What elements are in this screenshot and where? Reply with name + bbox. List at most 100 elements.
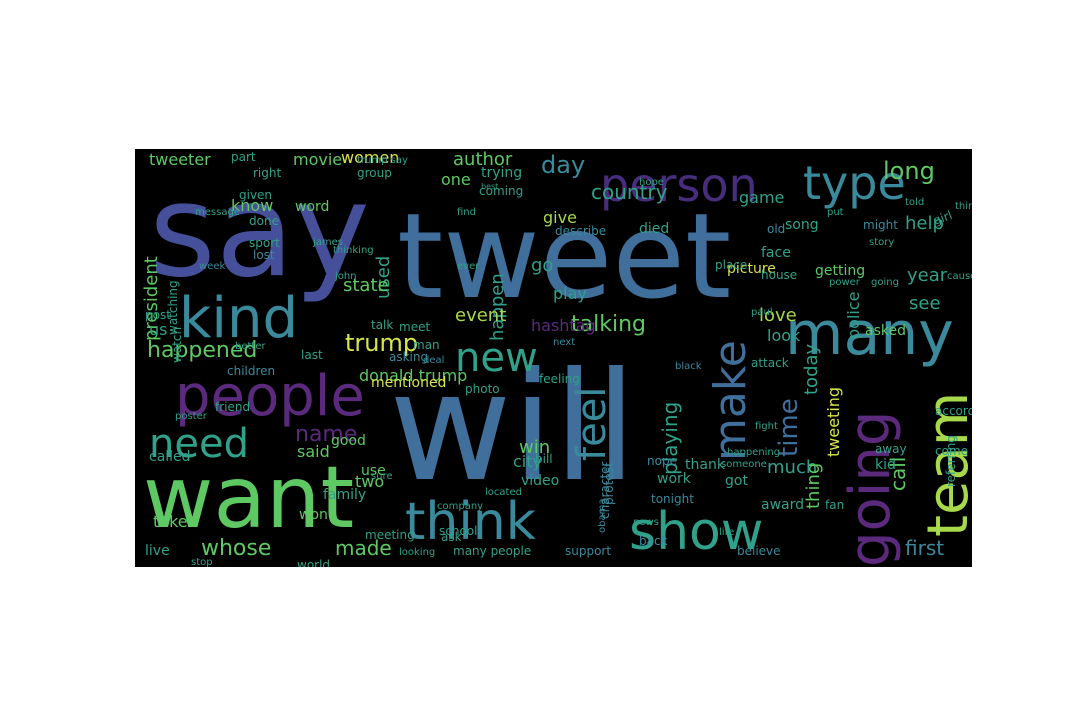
cloud-word: part: [231, 150, 256, 164]
cloud-word: company: [437, 501, 483, 512]
cloud-word: feeling: [539, 372, 580, 386]
cloud-word: type: [803, 156, 906, 210]
cloud-word: called: [149, 449, 191, 465]
cloud-word: black: [675, 361, 702, 372]
cloud-word: team: [916, 392, 972, 537]
cloud-word: use: [361, 463, 386, 479]
cloud-word: going: [871, 277, 899, 288]
cloud-word: attack: [751, 356, 789, 370]
cloud-word: james: [312, 237, 343, 248]
cloud-word: next: [553, 337, 575, 348]
cloud-word: believe: [737, 544, 781, 558]
cloud-word: tweeter: [149, 150, 211, 169]
cloud-word: will: [389, 341, 637, 515]
cloud-word: watch: [170, 327, 184, 363]
cloud-word: love: [759, 305, 797, 326]
cloud-word: word: [295, 199, 329, 215]
cloud-word: right: [253, 166, 281, 180]
cloud-word: come: [935, 444, 968, 458]
cloud-word: president: [141, 256, 162, 341]
cloud-word: one: [441, 170, 471, 189]
cloud-word: picture: [727, 261, 776, 277]
cloud-word: support: [565, 544, 611, 558]
cloud-word: go: [531, 255, 553, 276]
cloud-word: deal: [423, 355, 444, 366]
cloud-word: time: [774, 398, 804, 457]
cloud-background: [135, 149, 972, 567]
cloud-word: whose: [201, 536, 271, 561]
cloud-word: happened: [147, 338, 257, 363]
cloud-word: happen: [487, 273, 508, 341]
cloud-word: person: [600, 158, 758, 212]
cloud-word: lost: [253, 248, 275, 262]
cloud-word: meeting: [365, 528, 415, 542]
cloud-word: name: [295, 422, 357, 447]
cloud-word: happening: [727, 447, 780, 458]
word-cloud: say tweet will want people kind person type many…: [135, 149, 972, 567]
cloud-word: year: [907, 265, 948, 286]
cloud-word: ever: [457, 261, 480, 272]
cloud-word: think: [405, 492, 536, 552]
cloud-word: playing: [658, 402, 682, 475]
cloud-word: might: [863, 218, 898, 232]
cloud-word: asking: [389, 350, 428, 364]
cloud-word: girl: [931, 208, 954, 228]
cloud-word: mentioned: [371, 375, 446, 391]
cloud-word: protest: [602, 462, 616, 505]
cloud-word: live: [145, 543, 170, 559]
cloud-word: old: [767, 222, 785, 236]
cloud-word: poster: [175, 411, 208, 422]
cloud-word: made: [335, 536, 392, 560]
cloud-word: best: [481, 182, 498, 191]
cloud-word: post: [145, 308, 171, 322]
cloud-word: talking: [571, 312, 646, 337]
cloud-word: make: [705, 340, 756, 461]
cloud-word: event: [455, 305, 506, 326]
cloud-word: last: [301, 348, 323, 362]
cloud-word: fight: [755, 421, 778, 432]
cloud-word: talk: [371, 318, 393, 332]
cloud-word: kid: [875, 457, 896, 473]
cloud-word: john: [334, 271, 357, 282]
cloud-word: police: [844, 292, 863, 339]
cloud-word: give: [543, 208, 577, 227]
cloud-word: watching: [166, 280, 180, 335]
cloud-word: friend: [215, 400, 250, 414]
cloud-word: house: [761, 268, 797, 282]
cloud-word: state: [343, 275, 389, 296]
cloud-word: donald trump: [359, 366, 467, 385]
cloud-word: game: [739, 188, 784, 207]
cloud-word: much: [767, 457, 817, 478]
cloud-word: many people: [453, 544, 531, 558]
cloud-word: many: [785, 299, 954, 369]
cloud-word: according: [935, 404, 972, 418]
cloud-word: away: [875, 442, 907, 456]
cloud-word: week: [199, 261, 225, 272]
cloud-word: nope: [647, 454, 677, 468]
cloud-word: play: [553, 284, 587, 303]
cloud-word: place: [715, 258, 747, 272]
cloud-word: looking: [399, 547, 435, 558]
cloud-word: author: [453, 149, 513, 170]
cloud-word: award: [761, 497, 804, 513]
cloud-word: trying: [481, 165, 522, 181]
cloud-word: meet: [399, 320, 430, 334]
cloud-word: school: [439, 524, 477, 538]
cloud-word: thinking: [333, 245, 374, 256]
cloud-word: us: [149, 320, 167, 339]
cloud-word: face: [761, 245, 791, 261]
cloud-word: find: [457, 207, 476, 218]
cloud-word: day: [541, 151, 585, 179]
cloud-word: located: [485, 487, 522, 498]
cloud-word: say: [149, 157, 370, 306]
cloud-word: today: [801, 343, 822, 395]
cloud-word: story: [869, 237, 894, 248]
cloud-word: look: [767, 326, 801, 345]
cloud-word: put: [827, 207, 844, 218]
cloud-word: feel: [569, 387, 615, 461]
cloud-word: need: [149, 421, 249, 467]
cloud-word: sure: [371, 471, 393, 482]
cloud-word: asked: [865, 323, 906, 339]
